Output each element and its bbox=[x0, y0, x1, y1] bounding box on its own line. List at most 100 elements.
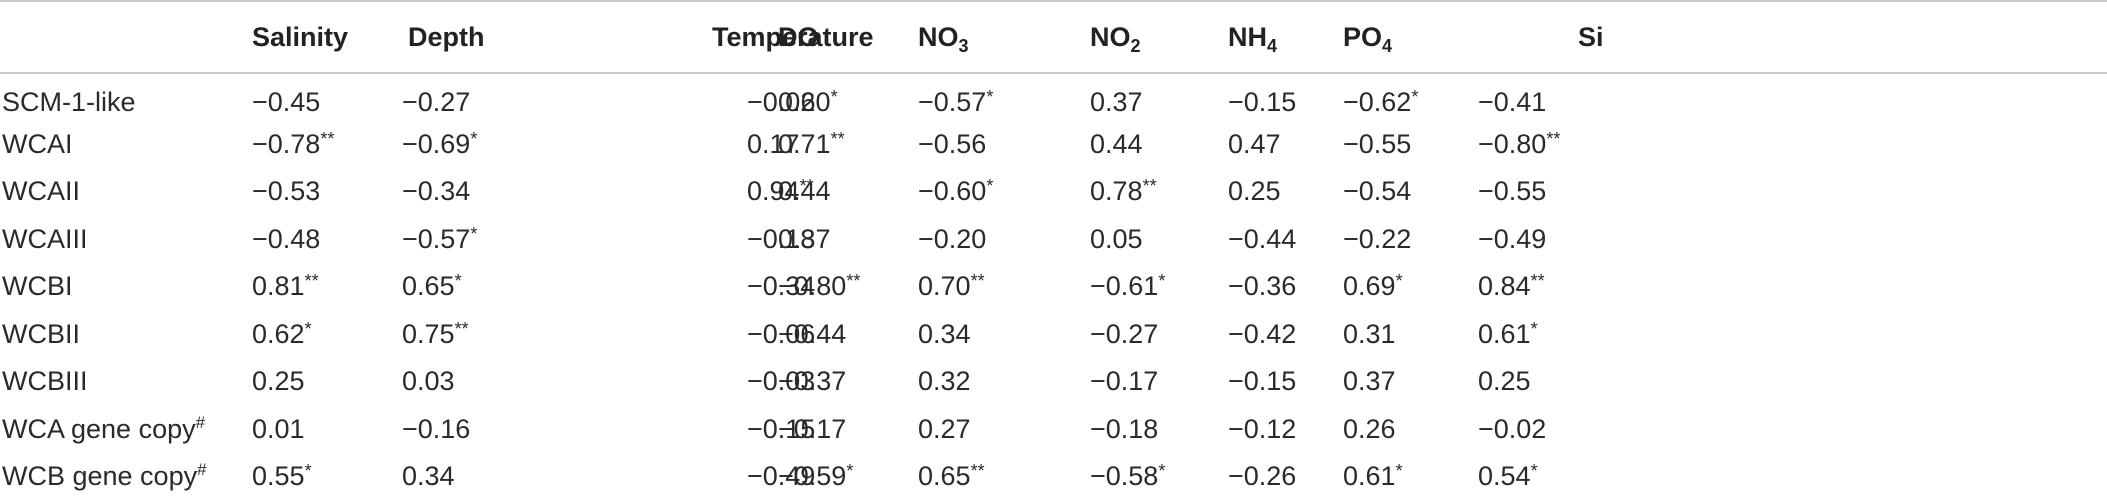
table-cell-depth: 0.65* bbox=[402, 263, 552, 311]
table-cell-depth: 0.03 bbox=[402, 358, 552, 406]
table-cell-no3: 0.65** bbox=[918, 453, 1090, 501]
cell-value: −0.44 bbox=[778, 318, 847, 349]
table-cell-po4: −0.22 bbox=[1343, 216, 1478, 264]
table-cell-do: −0.37 bbox=[778, 358, 918, 406]
table-cell-si: 0.84** bbox=[1478, 263, 2107, 311]
cell-value: 0.61 bbox=[1343, 461, 1396, 492]
cell-value: 0.75 bbox=[402, 318, 455, 349]
column-header-corner bbox=[0, 0, 242, 74]
significance-marker: * bbox=[304, 318, 312, 339]
cell-value: 0.61 bbox=[1478, 318, 1531, 349]
cell-value: 0.44 bbox=[778, 176, 831, 207]
cell-value: 0.25 bbox=[1228, 176, 1281, 207]
table-cell-nh4: 0.25 bbox=[1228, 168, 1343, 216]
cell-value: −0.03 bbox=[747, 366, 816, 397]
cell-value: 0.34 bbox=[918, 318, 971, 349]
cell-value: −0.44 bbox=[1228, 223, 1297, 254]
cell-value: 0.78 bbox=[1090, 176, 1143, 207]
cell-value: −0.34 bbox=[402, 176, 471, 207]
cell-value: −0.06 bbox=[747, 318, 816, 349]
cell-value: 0.65 bbox=[918, 461, 971, 492]
significance-marker: ** bbox=[304, 271, 319, 292]
cell-value: −0.17 bbox=[778, 413, 847, 444]
column-header-salinity: Salinity bbox=[242, 0, 402, 74]
cell-value: 0.17 bbox=[747, 128, 800, 159]
significance-marker: * bbox=[1395, 271, 1403, 292]
table-cell-si: −0.80** bbox=[1478, 121, 2107, 169]
row-label: WCBII bbox=[0, 311, 242, 359]
table-cell-po4: 0.26 bbox=[1343, 406, 1478, 454]
column-header-nh4: NH4 bbox=[1228, 0, 1343, 74]
column-header-label: NH bbox=[1228, 21, 1267, 52]
cell-value: 0.37 bbox=[1343, 366, 1396, 397]
cell-value: 0.01 bbox=[252, 413, 305, 444]
significance-marker: * bbox=[986, 86, 994, 107]
cell-value: 0.25 bbox=[1478, 366, 1531, 397]
table-cell-temperature: −0.15 bbox=[552, 406, 815, 454]
significance-marker: * bbox=[1395, 461, 1403, 482]
table-cell-no3: −0.20 bbox=[918, 216, 1090, 264]
cell-value: 0.27 bbox=[918, 413, 971, 444]
table-cell-salinity: −0.45 bbox=[242, 73, 402, 121]
row-label: WCBIII bbox=[0, 358, 242, 406]
row-label-text: SCM-1-like bbox=[2, 86, 136, 117]
row-label: WCA gene copy# bbox=[0, 406, 242, 454]
cell-value: −0.54 bbox=[1343, 176, 1412, 207]
cell-value: −0.60 bbox=[918, 176, 987, 207]
table-cell-nh4: −0.15 bbox=[1228, 358, 1343, 406]
table-cell-nh4: −0.26 bbox=[1228, 453, 1343, 501]
table-cell-depth: −0.57* bbox=[402, 216, 552, 264]
table-cell-no2: 0.05 bbox=[1090, 216, 1228, 264]
table-cell-si: 0.54* bbox=[1478, 453, 2107, 501]
column-header-no2: NO2 bbox=[1090, 0, 1228, 74]
table-cell-nh4: −0.42 bbox=[1228, 311, 1343, 359]
table-cell-no2: 0.44 bbox=[1090, 121, 1228, 169]
table-cell-nh4: −0.36 bbox=[1228, 263, 1343, 311]
table-row: WCAI −0.78** −0.69* 0.17 0.71** −0.56 0.44 0.47… bbox=[0, 121, 2107, 169]
row-label-text: WCA gene copy bbox=[2, 413, 196, 444]
table-cell-si: 0.61* bbox=[1478, 311, 2107, 359]
table-cell-salinity: 0.62* bbox=[242, 311, 402, 359]
table-body: SCM-1-like −0.45 −0.27 −0.02 0.60* −0.57* 0.37… bbox=[0, 73, 2107, 501]
significance-marker: * bbox=[1158, 461, 1166, 482]
table-cell-depth: 0.34 bbox=[402, 453, 552, 501]
cell-value: −0.48 bbox=[252, 223, 321, 254]
significance-marker: ** bbox=[320, 128, 335, 149]
cell-value: −0.57 bbox=[402, 223, 471, 254]
column-header-temperature: Temperature bbox=[552, 0, 874, 74]
cell-value: −0.27 bbox=[402, 86, 471, 117]
table-cell-no2: 0.78** bbox=[1090, 168, 1228, 216]
cell-value: −0.16 bbox=[402, 413, 471, 444]
table-cell-salinity: −0.78** bbox=[242, 121, 402, 169]
cell-value: −0.62 bbox=[1343, 86, 1412, 117]
cell-value: 0.81 bbox=[252, 271, 305, 302]
cell-value: −0.27 bbox=[1090, 318, 1159, 349]
row-label: SCM-1-like bbox=[0, 73, 242, 121]
significance-marker: * bbox=[470, 223, 478, 244]
column-header-label: PO bbox=[1343, 21, 1383, 52]
column-header-label: DO bbox=[778, 21, 819, 52]
table-cell-salinity: −0.53 bbox=[242, 168, 402, 216]
cell-value: −0.26 bbox=[1228, 461, 1297, 492]
cell-value: −0.42 bbox=[1228, 318, 1297, 349]
column-header-subscript: 4 bbox=[1267, 35, 1278, 56]
cell-value: 0.71 bbox=[778, 128, 831, 159]
table-cell-depth: −0.34 bbox=[402, 168, 552, 216]
row-label-text: WCAIII bbox=[2, 223, 88, 254]
table-cell-no3: −0.57* bbox=[918, 73, 1090, 121]
cell-value: −0.55 bbox=[1478, 176, 1547, 207]
cell-value: −0.45 bbox=[252, 86, 321, 117]
significance-marker: * bbox=[1411, 86, 1419, 107]
cell-value: 0.34 bbox=[402, 461, 455, 492]
table-cell-salinity: 0.81** bbox=[242, 263, 402, 311]
cell-value: −0.02 bbox=[1478, 413, 1547, 444]
table-cell-po4: 0.37 bbox=[1343, 358, 1478, 406]
row-label: WCAIII bbox=[0, 216, 242, 264]
table-cell-salinity: 0.55* bbox=[242, 453, 402, 501]
cell-value: −0.15 bbox=[1228, 366, 1297, 397]
cell-value: −0.49 bbox=[747, 461, 816, 492]
significance-marker: * bbox=[1158, 271, 1166, 292]
row-label: WCAI bbox=[0, 121, 242, 169]
table-row: WCBII 0.62* 0.75** −0.06 −0.44 0.34 −0.27 −0.42… bbox=[0, 311, 2107, 359]
